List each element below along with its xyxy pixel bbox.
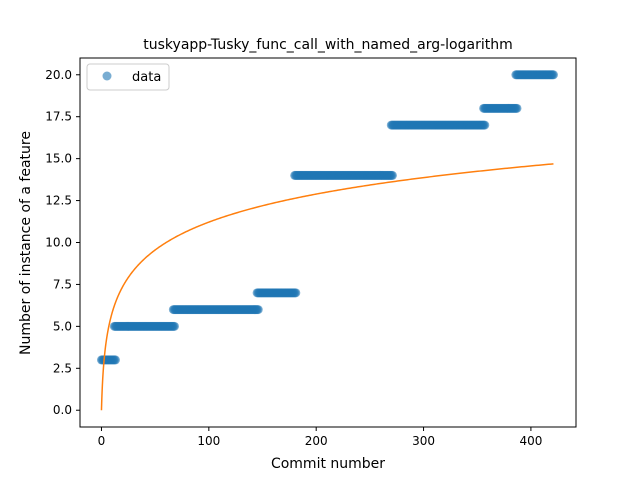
legend-label-data: data bbox=[132, 70, 161, 85]
data-point bbox=[291, 288, 301, 298]
y-tick-label: 0.0 bbox=[53, 403, 72, 417]
fit-curve bbox=[100, 163, 554, 411]
y-tick-label: 12.5 bbox=[45, 194, 72, 208]
y-tick-label: 17.5 bbox=[45, 110, 72, 124]
data-point bbox=[480, 120, 490, 130]
x-tick-label: 400 bbox=[519, 434, 542, 448]
y-tick-label: 20.0 bbox=[45, 68, 72, 82]
legend: data bbox=[86, 63, 170, 91]
y-tick-label: 15.0 bbox=[45, 152, 72, 166]
data-point bbox=[110, 355, 120, 365]
legend-box bbox=[86, 63, 170, 91]
y-tick-label: 10.0 bbox=[45, 236, 72, 250]
data-point bbox=[387, 170, 397, 180]
chart-title: tuskyapp-Tusky_func_call_with_named_arg-… bbox=[143, 37, 512, 53]
x-axis-ticks: 0 100 200 300 400 bbox=[98, 427, 542, 448]
x-tick-label: 300 bbox=[412, 434, 435, 448]
x-tick-label: 200 bbox=[305, 434, 328, 448]
y-tick-label: 5.0 bbox=[53, 319, 72, 333]
data-point bbox=[548, 70, 558, 80]
data-point bbox=[253, 305, 263, 315]
y-tick-label: 7.5 bbox=[53, 277, 72, 291]
data-points bbox=[96, 70, 558, 365]
y-axis-label: Number of instance of a feature bbox=[18, 131, 34, 355]
y-axis-ticks: 0.0 2.5 5.0 7.5 10.0 12.5 15.0 17.5 20.0 bbox=[45, 68, 80, 417]
y-tick-label: 2.5 bbox=[53, 361, 72, 375]
legend-marker-data bbox=[102, 71, 112, 81]
x-tick-label: 100 bbox=[197, 434, 220, 448]
x-tick-label: 0 bbox=[98, 434, 106, 448]
data-point bbox=[512, 103, 522, 113]
data-point bbox=[169, 321, 179, 331]
x-axis-label: Commit number bbox=[271, 456, 385, 472]
fit-line bbox=[100, 163, 554, 411]
